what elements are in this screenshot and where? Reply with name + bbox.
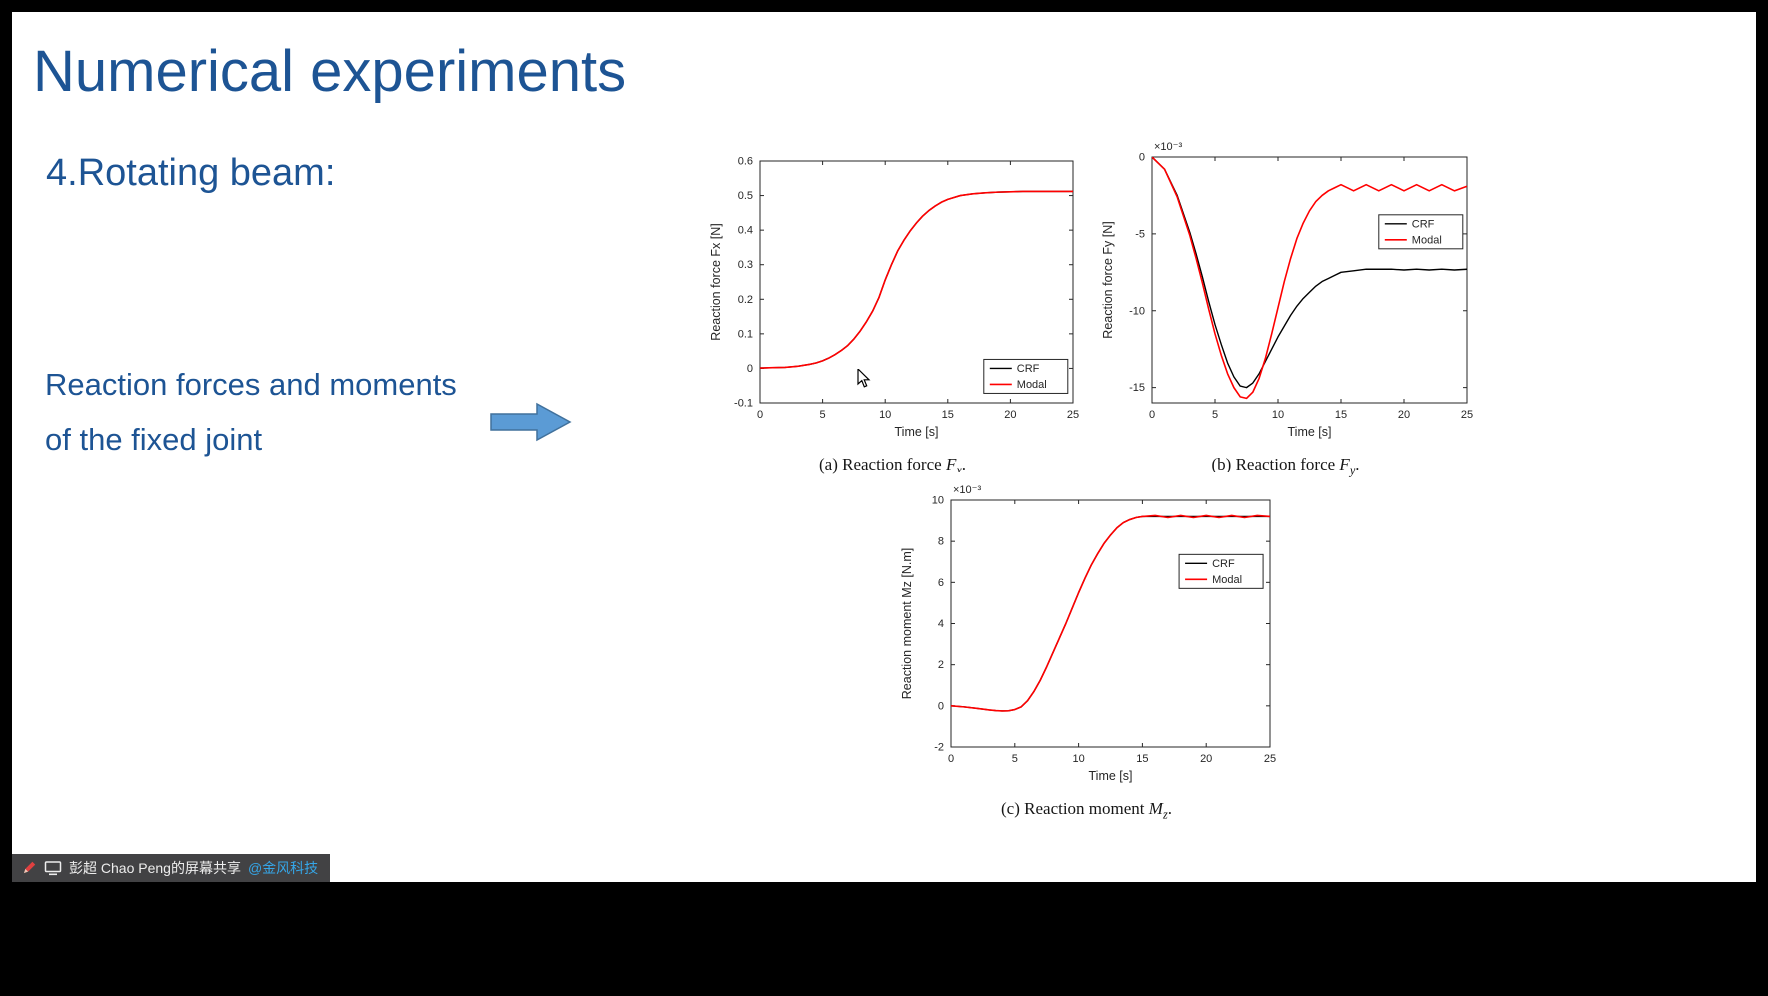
chart-reaction-moment-mz: 0 5 10 15 20 25 -2 0 2 4 6 8 10 Time [s] Reaction mome… [891, 472, 1282, 793]
caption-var: F [945, 455, 957, 474]
y-tick-label: -10 [1129, 305, 1145, 317]
y-tick-label: -2 [934, 742, 944, 754]
section-heading: 4.Rotating beam: [46, 152, 336, 194]
y-tick-label: 0 [1139, 152, 1145, 164]
y-tick-label: 0.3 [738, 259, 753, 271]
body-text: Reaction forces and moments of the fixed… [45, 357, 457, 467]
legend-box [983, 358, 1069, 394]
axis-multiplier-label: ×10⁻³ [1154, 141, 1182, 153]
y-tick-label: 10 [932, 495, 944, 507]
figure-c: 0 5 10 15 20 25 -2 0 2 4 6 8 10 Time [s] Reaction mome… [891, 472, 1282, 822]
x-tick-label: 25 [1264, 753, 1276, 765]
y-tick-label: 0.4 [738, 225, 753, 237]
x-tick-label: 25 [1461, 409, 1473, 421]
chart-reaction-force-fy: 0 5 10 15 20 25 0 -5 -10 -15 Time [s] Reaction forc… [1092, 129, 1479, 449]
caption-text: (c) Reaction moment [1001, 799, 1149, 818]
caption-sub: z [1162, 807, 1168, 822]
y-tick-label: 6 [938, 577, 944, 589]
share-presenter-text: 彭超 Chao Peng的屏幕共享 [69, 860, 241, 876]
caption-var: M [1148, 799, 1163, 818]
x-tick-label: 5 [820, 409, 826, 421]
x-tick-label: 15 [1335, 409, 1347, 421]
x-tick-label: 5 [1012, 753, 1018, 765]
slide-title: Numerical experiments [33, 39, 627, 104]
series-line-modal [760, 190, 1073, 369]
legend-label: CRF [1412, 218, 1435, 230]
x-axis-label: Time [s] [895, 425, 939, 439]
y-tick-label: -0.1 [734, 398, 753, 410]
series-line-modal [1152, 157, 1467, 400]
y-tick-label: 0.6 [738, 156, 753, 168]
y-axis-label: Reaction force Fx [N] [709, 223, 723, 340]
caption-var: F [1339, 455, 1350, 474]
legend-label: Modal [1212, 574, 1242, 586]
legend-label: Modal [1412, 234, 1442, 246]
body-line-2: of the fixed joint [45, 422, 263, 457]
x-tick-label: 20 [1398, 409, 1410, 421]
y-tick-label: -15 [1129, 382, 1145, 394]
legend-label: Modal [1017, 379, 1047, 391]
x-axis-label: Time [s] [1288, 425, 1332, 439]
x-tick-label: 0 [948, 753, 954, 765]
caption-text: (a) Reaction force [818, 455, 946, 474]
legend-label: CRF [1212, 558, 1235, 570]
y-tick-label: 0.1 [738, 328, 753, 340]
x-axis-label: Time [s] [1089, 769, 1133, 783]
presentation-slide: Numerical experiments 4.Rotating beam: R… [12, 12, 1756, 882]
y-axis-label: Reaction force Fy [N] [1101, 221, 1115, 338]
right-arrow-shape [490, 402, 572, 442]
y-axis-label: Reaction moment Mz [N.m] [900, 548, 914, 699]
caption-suffix: . [1167, 799, 1172, 818]
share-company-mention: @金风科技 [247, 860, 319, 876]
figure-a: 0 5 10 15 20 25 -0.1 0 0.1 0.2 0.3 0.4 0.5 0.6 Time [s… [700, 147, 1085, 478]
y-tick-label: 2 [938, 659, 944, 671]
caption-text: (b) Reaction force [1211, 455, 1340, 474]
plot-box [950, 499, 1271, 748]
caption-suffix: . [1355, 455, 1360, 474]
legend-box [1378, 214, 1464, 250]
x-tick-label: 15 [1136, 753, 1148, 765]
x-tick-label: 15 [942, 409, 954, 421]
y-tick-label: 0 [747, 363, 753, 375]
legend-box [1178, 553, 1264, 589]
y-tick-label: -5 [1135, 228, 1145, 240]
plot-box [759, 160, 1074, 404]
y-tick-label: 4 [938, 618, 944, 630]
chart-caption-b: (b) Reaction force Fy. [1092, 455, 1479, 478]
series-line-modal [951, 514, 1270, 712]
x-tick-label: 0 [757, 409, 763, 421]
y-tick-label: 0.2 [738, 294, 753, 306]
x-tick-label: 10 [1272, 409, 1284, 421]
legend-label: CRF [1017, 363, 1040, 375]
plot-box [1151, 156, 1468, 404]
y-tick-label: 0 [938, 700, 944, 712]
series-line-crf [1152, 157, 1467, 389]
y-tick-label: 0.5 [738, 190, 753, 202]
body-line-1: Reaction forces and moments [45, 367, 457, 402]
x-tick-label: 25 [1067, 409, 1079, 421]
caption-sub: y [1349, 463, 1356, 478]
right-arrow-icon [490, 402, 572, 442]
x-tick-label: 20 [1200, 753, 1212, 765]
axis-multiplier-label: ×10⁻³ [953, 484, 981, 496]
screen-share-bar: 彭超 Chao Peng的屏幕共享 @金风科技 [12, 854, 331, 882]
caption-suffix: . [961, 455, 967, 474]
x-tick-label: 20 [1004, 409, 1016, 421]
figure-b: 0 5 10 15 20 25 0 -5 -10 -15 Time [s] Reaction forc… [1092, 129, 1479, 478]
screen-icon [44, 860, 62, 875]
chart-caption-a: (a) Reaction force Fx. [700, 455, 1085, 478]
x-tick-label: 0 [1149, 409, 1155, 421]
caption-sub: x [956, 463, 962, 478]
x-tick-label: 5 [1212, 409, 1218, 421]
x-tick-label: 10 [879, 409, 891, 421]
mouse-cursor [857, 369, 871, 388]
x-tick-label: 10 [1072, 753, 1084, 765]
chart-caption-c: (c) Reaction moment Mz. [891, 799, 1282, 822]
annotation-pen-icon [23, 861, 36, 873]
y-tick-label: 8 [938, 536, 944, 548]
chart-reaction-force-fx: 0 5 10 15 20 25 -0.1 0 0.1 0.2 0.3 0.4 0.5 0.6 Time [s… [700, 147, 1085, 449]
